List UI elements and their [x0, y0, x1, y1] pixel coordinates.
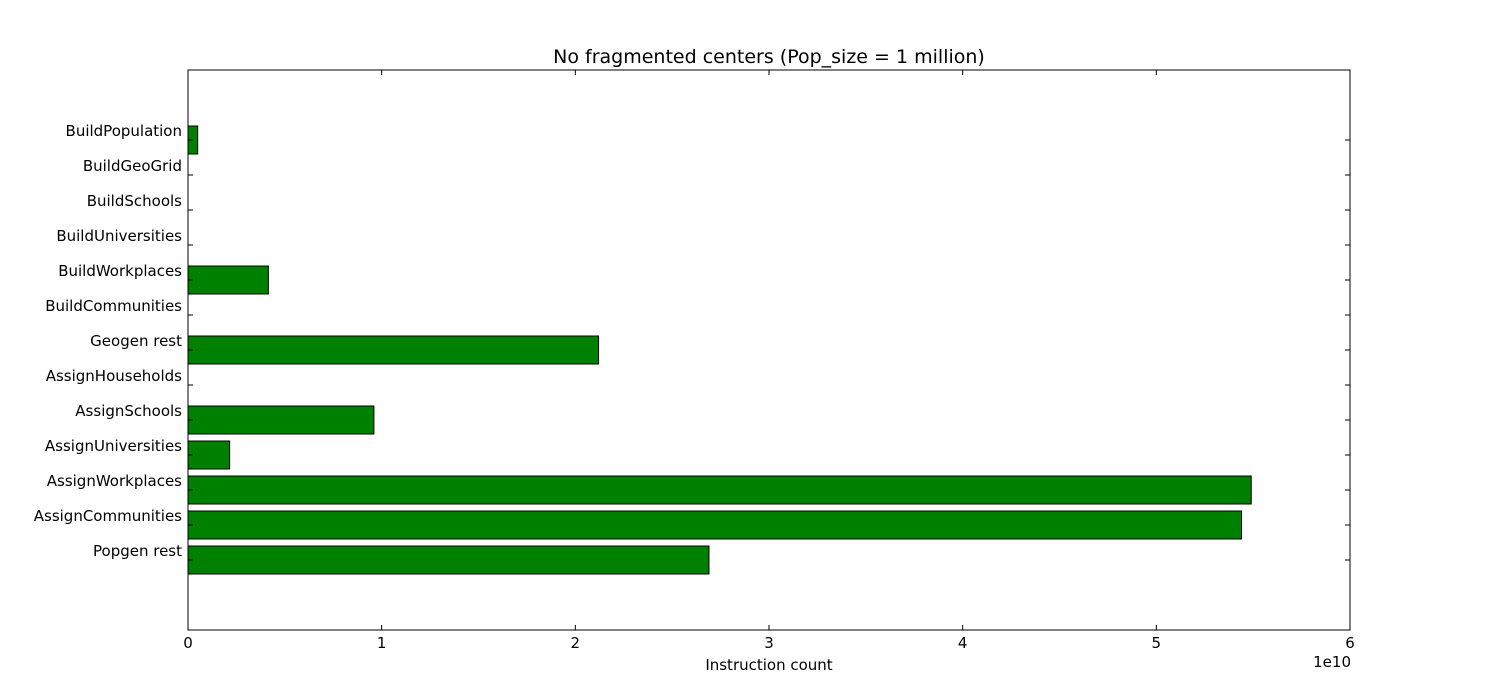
x-tick-label: 3: [764, 634, 774, 652]
bar-buildworkplaces: [187, 265, 269, 295]
bar-assignuniversities: [187, 440, 231, 470]
y-tick-label: BuildUniversities: [56, 227, 182, 245]
y-tick-label: BuildSchools: [87, 192, 182, 210]
bar-geogen-rest: [187, 335, 600, 365]
y-tick-label: AssignCommunities: [34, 507, 182, 525]
y-tick-label: AssignWorkplaces: [47, 472, 182, 490]
bar-assignworkplaces: [187, 475, 1252, 505]
x-tick-label: 6: [1345, 634, 1355, 652]
bar-assignschools: [187, 405, 375, 435]
x-tick-label: 0: [183, 634, 193, 652]
x-axis-ticks: 0 1 2 3 4 5 6: [183, 70, 1355, 652]
x-axis-offset-label: 1e10: [1313, 653, 1351, 671]
y-tick-label: BuildWorkplaces: [58, 262, 182, 280]
bar-popgen-rest: [187, 545, 710, 575]
y-tick-label: AssignSchools: [75, 402, 182, 420]
y-tick-label: BuildCommunities: [45, 297, 182, 315]
x-tick-label: 2: [571, 634, 581, 652]
x-tick-label: 1: [377, 634, 387, 652]
bar-assigncommunities: [187, 510, 1243, 540]
y-tick-label: AssignHouseholds: [46, 367, 182, 385]
y-axis-ticks: [188, 139, 1350, 561]
x-tick-label: 4: [958, 634, 968, 652]
x-axis-label: Instruction count: [705, 656, 832, 674]
chart-title: No fragmented centers (Pop_size = 1 mill…: [553, 46, 985, 68]
y-tick-label: Popgen rest: [93, 542, 182, 560]
y-tick-label: AssignUniversities: [45, 437, 182, 455]
y-tick-label: BuildPopulation: [66, 122, 182, 140]
y-tick-label: Geogen rest: [90, 332, 182, 350]
y-axis-labels: BuildPopulation BuildGeoGrid BuildSchools B…: [34, 122, 182, 560]
bars-group: [187, 125, 1252, 575]
x-tick-label: 5: [1152, 634, 1162, 652]
y-tick-label: BuildGeoGrid: [83, 157, 182, 175]
